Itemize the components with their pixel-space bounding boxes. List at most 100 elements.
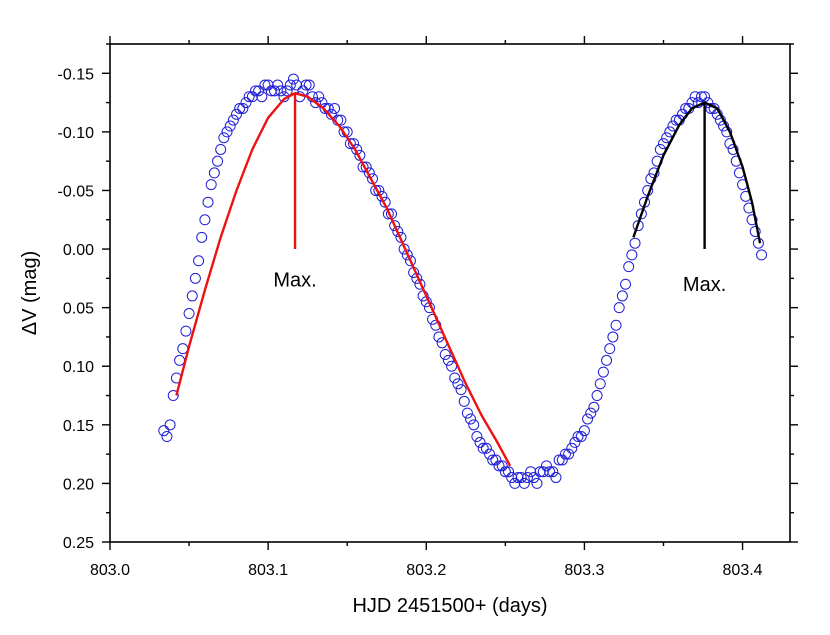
data-point — [392, 225, 404, 237]
data-point — [256, 91, 268, 103]
data-point — [183, 308, 195, 320]
data-point — [518, 477, 530, 489]
data-point — [556, 454, 568, 466]
data-point — [465, 413, 477, 425]
data-point — [544, 466, 556, 478]
data-point — [689, 91, 701, 103]
data-point — [275, 85, 287, 97]
data-point — [616, 290, 628, 302]
data-point — [477, 442, 489, 454]
y-tick-label: 0.10 — [63, 359, 94, 376]
data-point — [515, 472, 527, 484]
data-point — [246, 91, 258, 103]
data-point — [303, 79, 315, 91]
data-point — [540, 460, 552, 472]
data-point — [607, 331, 619, 343]
data-point — [218, 132, 230, 144]
data-point — [471, 431, 483, 443]
data-point — [164, 419, 176, 431]
data-point — [506, 472, 518, 484]
data-point — [193, 255, 205, 267]
x-tick-labels: 803.0 803.1 803.2 803.3 803.4 — [90, 562, 763, 579]
data-point — [484, 448, 496, 460]
data-point — [310, 97, 322, 109]
data-point — [553, 454, 565, 466]
x-tick-label: 803.3 — [564, 562, 604, 579]
data-point — [272, 79, 284, 91]
data-point — [284, 79, 296, 91]
data-point — [300, 79, 312, 91]
data-point — [749, 225, 761, 237]
data-point — [268, 85, 280, 97]
data-point — [221, 126, 233, 138]
fit-curve — [632, 101, 762, 244]
data-point — [186, 290, 198, 302]
data-point — [503, 466, 515, 478]
data-point — [231, 108, 243, 120]
data-point — [189, 272, 201, 284]
data-point — [708, 102, 720, 114]
data-point — [319, 102, 331, 114]
data-point — [645, 173, 657, 185]
data-point — [629, 237, 641, 249]
data-point — [174, 354, 186, 366]
data-point — [196, 231, 208, 243]
data-point — [249, 85, 261, 97]
observation-points — [158, 73, 768, 489]
data-point — [601, 354, 613, 366]
x-tick-label: 803.4 — [723, 562, 763, 579]
y-tick-label: 0.05 — [63, 301, 94, 318]
data-point — [509, 477, 521, 489]
data-point — [199, 214, 211, 226]
data-point — [585, 407, 597, 419]
data-point — [243, 91, 255, 103]
data-point — [455, 384, 467, 396]
data-point — [572, 431, 584, 443]
data-point — [180, 325, 192, 337]
data-point — [604, 343, 616, 355]
data-point — [566, 442, 578, 454]
data-point — [588, 401, 600, 413]
data-point — [287, 73, 299, 85]
data-point — [547, 466, 559, 478]
data-point — [474, 436, 486, 448]
data-point — [591, 390, 603, 402]
maximum-label: Max. — [683, 274, 726, 296]
data-point — [727, 143, 739, 155]
x-tick-label: 803.2 — [406, 562, 446, 579]
y-tick-label: 0.25 — [63, 535, 94, 552]
data-point — [695, 91, 707, 103]
data-point — [461, 407, 473, 419]
data-point — [224, 120, 236, 132]
data-point — [531, 477, 543, 489]
data-point — [670, 114, 682, 126]
y-tick-label: 0.15 — [63, 418, 94, 435]
data-point — [177, 343, 189, 355]
y-tick-label: -0.10 — [58, 125, 95, 142]
data-point — [623, 261, 635, 273]
data-point — [202, 196, 214, 208]
fit-curves — [175, 92, 762, 467]
data-point — [442, 354, 454, 366]
data-point — [325, 108, 337, 120]
data-point — [237, 102, 249, 114]
data-point — [521, 472, 533, 484]
data-point — [569, 436, 581, 448]
data-point — [449, 372, 461, 384]
data-point — [594, 378, 606, 390]
data-point — [212, 155, 224, 167]
data-point — [313, 91, 325, 103]
data-point — [499, 466, 511, 478]
data-point — [161, 431, 173, 443]
data-point — [240, 97, 252, 109]
data-point — [401, 249, 413, 261]
data-point — [635, 208, 647, 220]
data-point — [575, 431, 587, 443]
fit-curve — [175, 92, 512, 467]
data-point — [490, 454, 502, 466]
data-point — [528, 472, 540, 484]
data-point — [158, 425, 170, 437]
y-tick-label: -0.15 — [58, 66, 95, 83]
y-tick-label: 0.00 — [63, 242, 94, 259]
